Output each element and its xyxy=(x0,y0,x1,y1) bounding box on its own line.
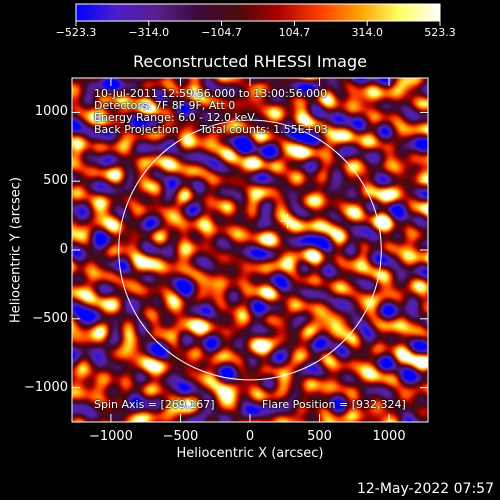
colorbar xyxy=(75,3,441,26)
colorbar-ticks xyxy=(75,21,441,26)
method-text: Back Projection xyxy=(94,123,179,136)
total-counts-text: Total counts: 1.55E+03 xyxy=(200,123,328,136)
y-tick-label: 500 xyxy=(43,173,68,189)
x-tick-label: 0 xyxy=(245,429,255,444)
colorbar-tick-label: 104.7 xyxy=(278,26,311,39)
colorbar-tick-label: −104.7 xyxy=(201,26,242,39)
colorbar-tick-label: 523.3 xyxy=(424,26,456,39)
x-axis-label: Heliocentric X (arcsec) xyxy=(176,446,324,461)
heatmap-image xyxy=(72,78,428,422)
y-tick-label: −1000 xyxy=(24,379,68,395)
colorbar-tick-label: 314.0 xyxy=(351,26,383,39)
colorbar-tick-label: −523.3 xyxy=(55,26,97,39)
detectors-text: Detectors: 7F 8F 9F, Att 0 xyxy=(94,99,236,112)
y-axis-label: Heliocentric Y (arcsec) xyxy=(8,177,24,323)
x-tick-label: −1000 xyxy=(88,429,133,444)
colorbar-gradient xyxy=(75,3,441,22)
colorbar-tick-label: −314.0 xyxy=(128,26,170,39)
y-tick-label: 1000 xyxy=(34,104,68,120)
chart-title: Reconstructed RHESSI Image xyxy=(133,52,367,71)
time-range-text: 10-Jul-2011 12:59:56.000 to 13:00:56.000 xyxy=(94,87,328,100)
axis-ticks xyxy=(72,78,428,422)
flare-position-text: Flare Position = [932,324] xyxy=(262,398,406,411)
footer-date: 12-May-2022 07:57 xyxy=(356,481,494,497)
x-tick-label: 1000 xyxy=(372,429,406,444)
x-tick-label: −500 xyxy=(162,429,199,444)
energy-range-text: Energy Range: 6.0 - 12.0 keV xyxy=(94,111,255,124)
y-tick-label: 0 xyxy=(59,242,68,257)
y-tick-label: −500 xyxy=(32,310,68,326)
x-tick-label: 500 xyxy=(307,429,332,444)
spin-axis-text: Spin Axis = [269,167] xyxy=(94,398,215,411)
solar-disk-limb xyxy=(118,119,382,381)
